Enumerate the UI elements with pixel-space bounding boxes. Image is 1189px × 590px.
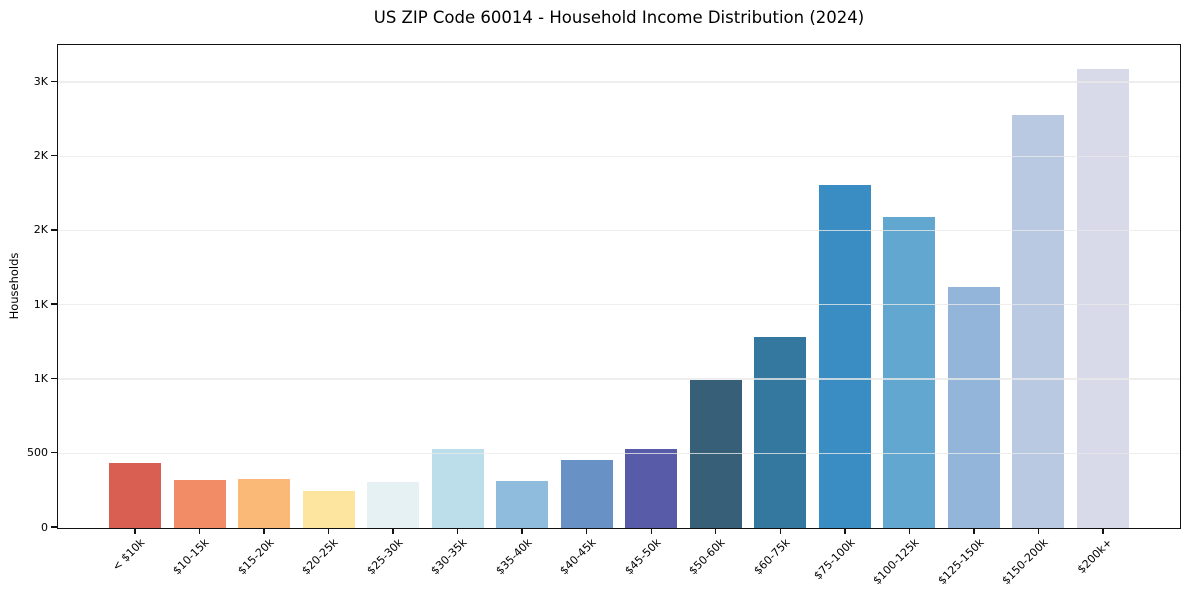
bar-4	[302, 490, 355, 528]
bar-16	[1076, 69, 1129, 528]
x-tick-mark	[586, 528, 588, 534]
x-tick-mark	[908, 528, 911, 534]
x-tick-mark	[327, 528, 330, 534]
x-tick-label: $75-100k	[810, 536, 858, 583]
y-tick-label: 1K	[33, 297, 48, 311]
bar-2	[173, 480, 226, 528]
x-tick-mark	[1037, 528, 1040, 534]
bar-5	[367, 482, 420, 528]
y-tick-mark	[51, 154, 57, 157]
y-tick-label: 1K	[33, 371, 48, 385]
y-tick-label: 500	[27, 446, 48, 460]
x-tick-label: $25-30k	[364, 536, 406, 578]
bar-1	[109, 462, 161, 528]
plot-area	[57, 44, 1181, 529]
y-tick-mark	[51, 80, 57, 83]
x-tick-mark	[134, 528, 136, 534]
x-tick-mark	[715, 528, 717, 534]
bar-12	[818, 185, 871, 528]
y-tick-label: 2K	[33, 149, 48, 163]
y-tick-mark	[51, 526, 57, 528]
x-tick-mark	[456, 528, 459, 534]
bar-15	[1012, 114, 1065, 528]
y-tick-mark	[51, 229, 57, 231]
bar-3	[238, 478, 291, 528]
x-tick-mark	[521, 528, 523, 534]
y-tick-label: 0	[41, 520, 48, 534]
gridline-3000	[58, 81, 1180, 83]
x-tick-label: $60-75k	[751, 536, 793, 578]
bar-8	[560, 460, 613, 528]
x-tick-label: $15-20k	[234, 536, 277, 578]
x-tick-label: $125-150k	[934, 536, 987, 588]
x-tick-mark	[650, 528, 652, 534]
x-tick-mark	[263, 528, 265, 534]
bar-14	[947, 286, 1000, 528]
x-tick-label: $40-45k	[557, 536, 599, 578]
gridline-1500	[58, 304, 1180, 306]
y-tick-label: 2K	[33, 223, 48, 237]
gridline-500	[58, 452, 1180, 454]
gridline-1000	[58, 378, 1180, 380]
bar-13	[883, 217, 936, 528]
x-tick-label: $150-200k	[999, 536, 1051, 588]
x-tick-mark	[844, 528, 846, 534]
chart-title: US ZIP Code 60014 - Household Income Dis…	[373, 8, 865, 27]
x-tick-label: $20-25k	[299, 536, 341, 578]
y-tick-mark	[51, 303, 57, 305]
x-tick-mark	[1102, 528, 1104, 534]
gridline-2000	[58, 229, 1180, 232]
x-tick-label: < $10k	[109, 536, 148, 574]
x-tick-mark	[779, 528, 781, 534]
x-tick-label: $100-125k	[870, 536, 922, 588]
y-tick-label: 3K	[33, 74, 48, 88]
x-tick-label: $30-35k	[428, 536, 470, 578]
x-tick-label: $10-15k	[170, 536, 212, 578]
y-tick-mark	[51, 452, 57, 454]
bar-7	[496, 481, 549, 528]
x-tick-label: $200k+	[1075, 536, 1116, 577]
bar-9	[625, 448, 678, 528]
x-tick-mark	[198, 528, 201, 534]
x-tick-label: $35-40k	[493, 536, 535, 578]
bar-6	[431, 448, 484, 528]
x-tick-label: $45-50k	[622, 536, 664, 578]
bar-10	[689, 380, 742, 528]
x-tick-label: $50-60k	[686, 536, 728, 578]
y-tick-mark	[51, 377, 57, 380]
gridline-2500	[58, 155, 1180, 157]
x-tick-mark	[392, 528, 394, 534]
x-tick-mark	[973, 528, 975, 534]
bar-11	[754, 336, 807, 528]
